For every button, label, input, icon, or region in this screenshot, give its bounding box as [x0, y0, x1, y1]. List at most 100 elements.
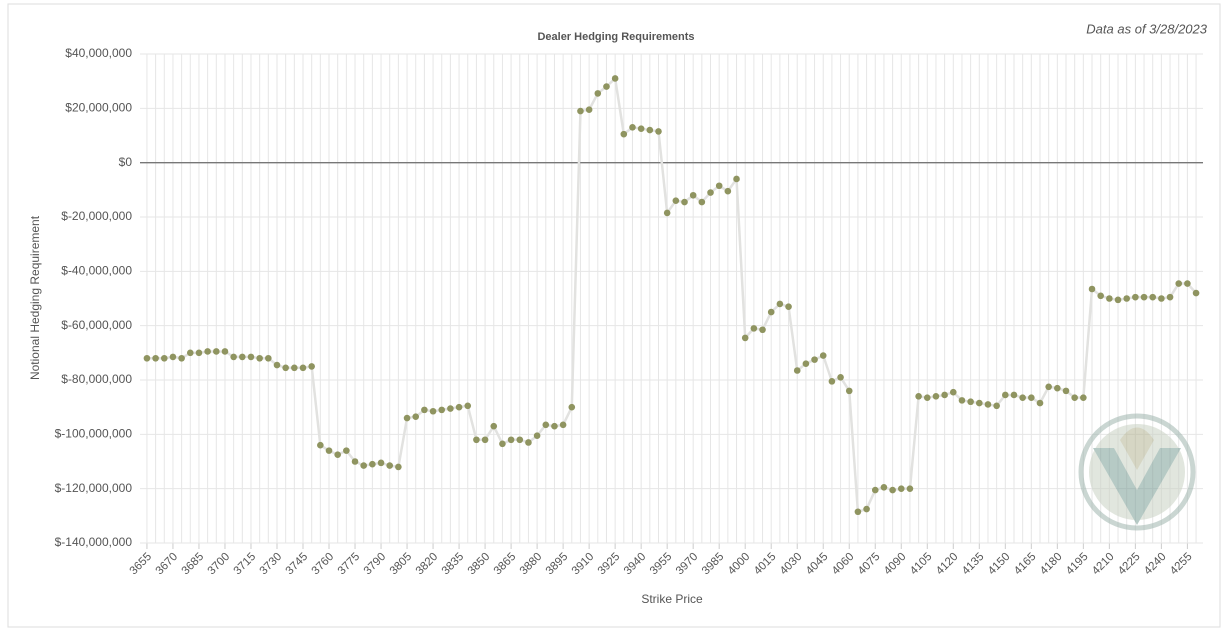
y-tick-label: $-40,000,000 [61, 264, 132, 278]
point [1192, 289, 1200, 297]
point [611, 75, 619, 82]
point [871, 486, 879, 494]
point [473, 436, 480, 444]
point [265, 354, 272, 362]
point [395, 463, 402, 471]
point [1132, 293, 1139, 301]
point [880, 484, 888, 491]
point [689, 191, 697, 199]
point [715, 182, 723, 190]
point [724, 187, 732, 195]
point [169, 353, 177, 361]
point [247, 353, 255, 361]
point [1080, 394, 1087, 401]
y-tick-label: $-140,000,000 [55, 535, 133, 549]
chart-subtitle: Data as of 3/28/2023 [1086, 21, 1207, 36]
point [429, 407, 437, 415]
point [551, 422, 558, 430]
point [767, 308, 775, 316]
point [369, 460, 376, 468]
point [949, 388, 957, 396]
point [403, 414, 411, 422]
point [672, 197, 680, 204]
y-axis-label: Notional Hedging Requirement [28, 215, 42, 380]
point [889, 486, 896, 494]
point [542, 421, 550, 429]
point [655, 128, 662, 135]
point [594, 90, 602, 97]
point [160, 354, 168, 362]
point [1088, 285, 1096, 293]
point [906, 485, 914, 492]
point [1140, 293, 1148, 301]
y-tick-label: $-20,000,000 [61, 209, 132, 223]
point [438, 406, 446, 414]
point [845, 387, 853, 395]
point [854, 508, 862, 516]
point [455, 403, 463, 411]
point [932, 393, 940, 400]
point [317, 441, 324, 449]
y-tick-label: $0 [119, 155, 133, 169]
y-tick-label: $-60,000,000 [61, 318, 132, 332]
point [360, 462, 367, 469]
logo-ring [1078, 413, 1196, 531]
point [1036, 399, 1044, 407]
point [577, 107, 584, 115]
point [1175, 280, 1183, 287]
point [698, 198, 706, 206]
point [707, 189, 714, 196]
point [958, 397, 966, 404]
point [1062, 387, 1070, 395]
point [1045, 383, 1052, 391]
point [1071, 394, 1078, 401]
point [819, 352, 827, 359]
point [620, 130, 628, 138]
point [776, 300, 784, 308]
point [750, 325, 758, 332]
point [828, 378, 836, 385]
point [204, 348, 211, 355]
point [386, 462, 394, 469]
point [195, 349, 203, 357]
point [351, 458, 359, 465]
point [733, 175, 740, 183]
point [221, 348, 229, 355]
point [273, 361, 281, 369]
y-tick-label: $-80,000,000 [61, 372, 132, 386]
point [793, 367, 801, 374]
point [811, 356, 818, 363]
point [299, 364, 307, 372]
point [490, 422, 498, 430]
point [646, 126, 654, 134]
point [993, 402, 1000, 410]
point [1010, 391, 1018, 399]
point [152, 354, 159, 362]
plot [143, 75, 1200, 516]
point [239, 353, 246, 361]
point [837, 373, 844, 381]
point [1097, 292, 1104, 300]
point [1166, 293, 1174, 301]
point [516, 436, 524, 444]
point [533, 432, 541, 439]
point [1002, 391, 1009, 399]
point [412, 413, 420, 420]
point [741, 334, 749, 342]
point [525, 439, 532, 446]
point [1149, 293, 1157, 301]
point [568, 403, 576, 411]
point [325, 447, 333, 454]
y-tick-label: $-100,000,000 [55, 427, 133, 441]
point [1019, 394, 1026, 401]
point [308, 363, 315, 370]
point [143, 354, 151, 362]
point [1114, 296, 1122, 304]
point [863, 505, 870, 513]
point [1054, 384, 1061, 392]
point [637, 125, 645, 133]
point [976, 399, 983, 407]
point [421, 406, 428, 414]
